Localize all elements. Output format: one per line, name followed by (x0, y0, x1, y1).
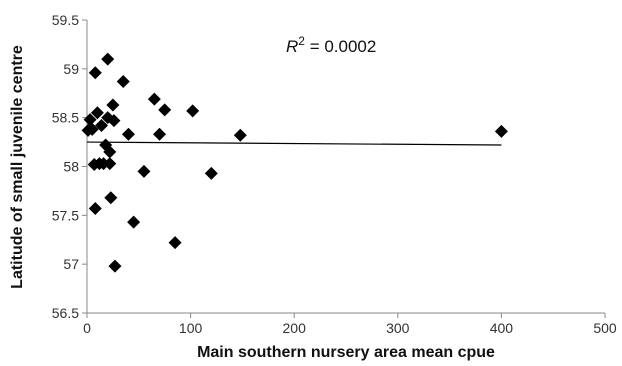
data-point (153, 127, 167, 141)
r-squared-value: = 0.0002 (305, 37, 376, 56)
data-points (81, 52, 508, 273)
data-point (103, 145, 117, 159)
data-point (127, 215, 141, 229)
data-point (103, 157, 117, 171)
data-point (147, 92, 161, 106)
x-tick-label: 0 (83, 320, 91, 336)
data-point (186, 104, 200, 118)
data-point (83, 113, 97, 127)
x-tick-label: 400 (490, 320, 514, 336)
data-point (168, 236, 182, 250)
x-axis-title: Main southern nursery area mean cpue (197, 344, 495, 361)
data-point (101, 52, 115, 66)
x-axis-ticks: 0 100 200 300 400 500 (83, 313, 617, 336)
data-point (88, 201, 102, 215)
y-tick-label: 57.5 (52, 207, 79, 223)
y-tick-label: 57 (63, 256, 79, 272)
r-squared-prefix: R (286, 37, 298, 56)
r-squared-annotation: R2 = 0.0002 (286, 34, 376, 56)
data-point (116, 75, 130, 89)
data-point (106, 98, 120, 112)
data-point (107, 114, 121, 128)
y-tick-label: 58 (63, 159, 79, 175)
y-axis-title: Latitude of small juvenile centre (9, 45, 26, 289)
data-point (121, 127, 135, 141)
data-point (494, 124, 508, 138)
data-point (233, 128, 247, 142)
data-point (85, 122, 99, 136)
y-tick-label: 59.5 (52, 12, 79, 28)
x-tick-label: 200 (283, 320, 307, 336)
data-point (204, 166, 218, 180)
data-point (158, 103, 172, 117)
data-point (137, 164, 151, 178)
trendline (86, 141, 502, 146)
data-point (95, 118, 109, 132)
r-squared-superscript: 2 (298, 34, 305, 48)
x-tick-label: 500 (593, 320, 617, 336)
y-tick-label: 56.5 (52, 305, 79, 321)
x-tick-label: 300 (386, 320, 410, 336)
x-tick-label: 100 (179, 320, 203, 336)
y-tick-label: 59 (63, 61, 79, 77)
data-point (88, 66, 102, 80)
data-point (90, 106, 104, 120)
data-point (104, 191, 118, 205)
y-tick-label: 58.5 (52, 110, 79, 126)
data-point (108, 259, 122, 273)
y-axis-ticks: 56.5 57 57.5 58 58.5 59 59.5 (52, 12, 87, 321)
